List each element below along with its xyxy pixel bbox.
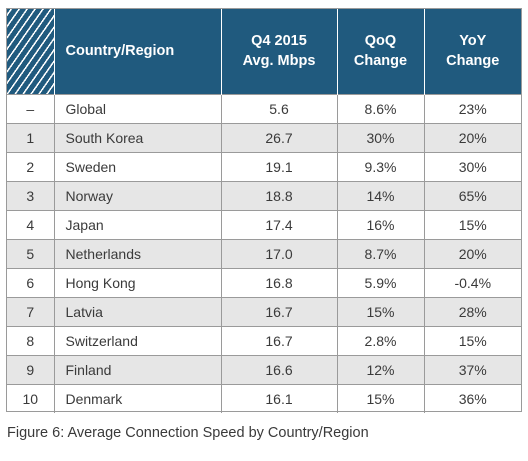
country-cell: Latvia: [53, 296, 221, 326]
country-cell: Japan: [53, 209, 221, 239]
yoy-cell: 20%: [423, 122, 521, 152]
table-row: 1 South Korea 26.7 30% 20%: [7, 122, 521, 152]
header-yoy: YoY Change: [423, 9, 521, 94]
speed-cell: 17.0: [220, 238, 337, 268]
qoq-cell: 30%: [336, 122, 424, 152]
header-country-label: Country/Region: [65, 43, 175, 60]
rank-cell: –: [7, 93, 54, 123]
country-cell: Switzerland: [53, 325, 221, 355]
table-row: 4 Japan 17.4 16% 15%: [7, 209, 521, 239]
header-speed-line1: Q4 2015: [251, 33, 307, 50]
yoy-cell: 23%: [423, 93, 521, 123]
yoy-cell: 65%: [423, 180, 521, 210]
table-row: 8 Switzerland 16.7 2.8% 15%: [7, 325, 521, 355]
table-row: 3 Norway 18.8 14% 65%: [7, 180, 521, 210]
header-hatch-cell: [7, 9, 54, 94]
speed-cell: 17.4: [220, 209, 337, 239]
figure-caption: Figure 6: Average Connection Speed by Co…: [7, 425, 369, 441]
connection-speed-table: Country/Region Q4 2015 Avg. Mbps QoQ Cha…: [7, 9, 521, 413]
header-qoq-line2: Change: [353, 53, 408, 70]
yoy-cell: 37%: [423, 354, 521, 384]
country-cell: Hong Kong: [53, 267, 221, 297]
yoy-cell: -0.4%: [423, 267, 521, 297]
qoq-cell: 5.9%: [336, 267, 424, 297]
table-header-row: Country/Region Q4 2015 Avg. Mbps QoQ Cha…: [7, 9, 521, 94]
qoq-cell: 15%: [336, 296, 424, 326]
speed-cell: 16.6: [220, 354, 337, 384]
rank-cell: 1: [7, 122, 54, 152]
qoq-cell: 12%: [336, 354, 424, 384]
qoq-cell: 9.3%: [336, 151, 424, 181]
country-cell: Norway: [53, 180, 221, 210]
header-speed: Q4 2015 Avg. Mbps: [220, 9, 337, 94]
header-qoq-line1: QoQ: [364, 33, 397, 50]
table-row: – Global 5.6 8.6% 23%: [7, 93, 521, 123]
yoy-cell: 36%: [423, 383, 521, 413]
header-yoy-line1: YoY: [459, 33, 487, 50]
header-yoy-line2: Change: [446, 53, 500, 70]
qoq-cell: 8.7%: [336, 238, 424, 268]
rank-cell: 7: [7, 296, 54, 326]
yoy-cell: 20%: [423, 238, 521, 268]
table-row: 10 Denmark 16.1 15% 36%: [7, 383, 521, 413]
qoq-cell: 14%: [336, 180, 424, 210]
speed-cell: 19.1: [220, 151, 337, 181]
country-cell: Sweden: [53, 151, 221, 181]
rank-cell: 9: [7, 354, 54, 384]
header-speed-line2: Avg. Mbps: [242, 53, 316, 70]
speed-cell: 26.7: [220, 122, 337, 152]
speed-cell: 16.1: [220, 383, 337, 413]
yoy-cell: 28%: [423, 296, 521, 326]
yoy-cell: 15%: [423, 325, 521, 355]
speed-cell: 16.7: [220, 296, 337, 326]
speed-cell: 16.7: [220, 325, 337, 355]
qoq-cell: 16%: [336, 209, 424, 239]
rank-cell: 10: [7, 383, 54, 413]
header-qoq: QoQ Change: [336, 9, 424, 94]
speed-cell: 5.6: [220, 93, 337, 123]
country-cell: Global: [53, 93, 221, 123]
rank-cell: 6: [7, 267, 54, 297]
qoq-cell: 2.8%: [336, 325, 424, 355]
yoy-cell: 15%: [423, 209, 521, 239]
table-row: 5 Netherlands 17.0 8.7% 20%: [7, 238, 521, 268]
header-country-region: Country/Region: [53, 9, 221, 94]
rank-cell: 8: [7, 325, 54, 355]
qoq-cell: 15%: [336, 383, 424, 413]
speed-cell: 16.8: [220, 267, 337, 297]
rank-cell: 4: [7, 209, 54, 239]
speed-cell: 18.8: [220, 180, 337, 210]
table-row: 6 Hong Kong 16.8 5.9% -0.4%: [7, 267, 521, 297]
table-row: 9 Finland 16.6 12% 37%: [7, 354, 521, 384]
country-cell: Denmark: [53, 383, 221, 413]
rank-cell: 5: [7, 238, 54, 268]
rank-cell: 3: [7, 180, 54, 210]
country-cell: Netherlands: [53, 238, 221, 268]
country-cell: South Korea: [53, 122, 221, 152]
yoy-cell: 30%: [423, 151, 521, 181]
qoq-cell: 8.6%: [336, 93, 424, 123]
table-row: 2 Sweden 19.1 9.3% 30%: [7, 151, 521, 181]
country-cell: Finland: [53, 354, 221, 384]
table-row: 7 Latvia 16.7 15% 28%: [7, 296, 521, 326]
connection-speed-table-container: Country/Region Q4 2015 Avg. Mbps QoQ Cha…: [6, 8, 522, 413]
rank-cell: 2: [7, 151, 54, 181]
